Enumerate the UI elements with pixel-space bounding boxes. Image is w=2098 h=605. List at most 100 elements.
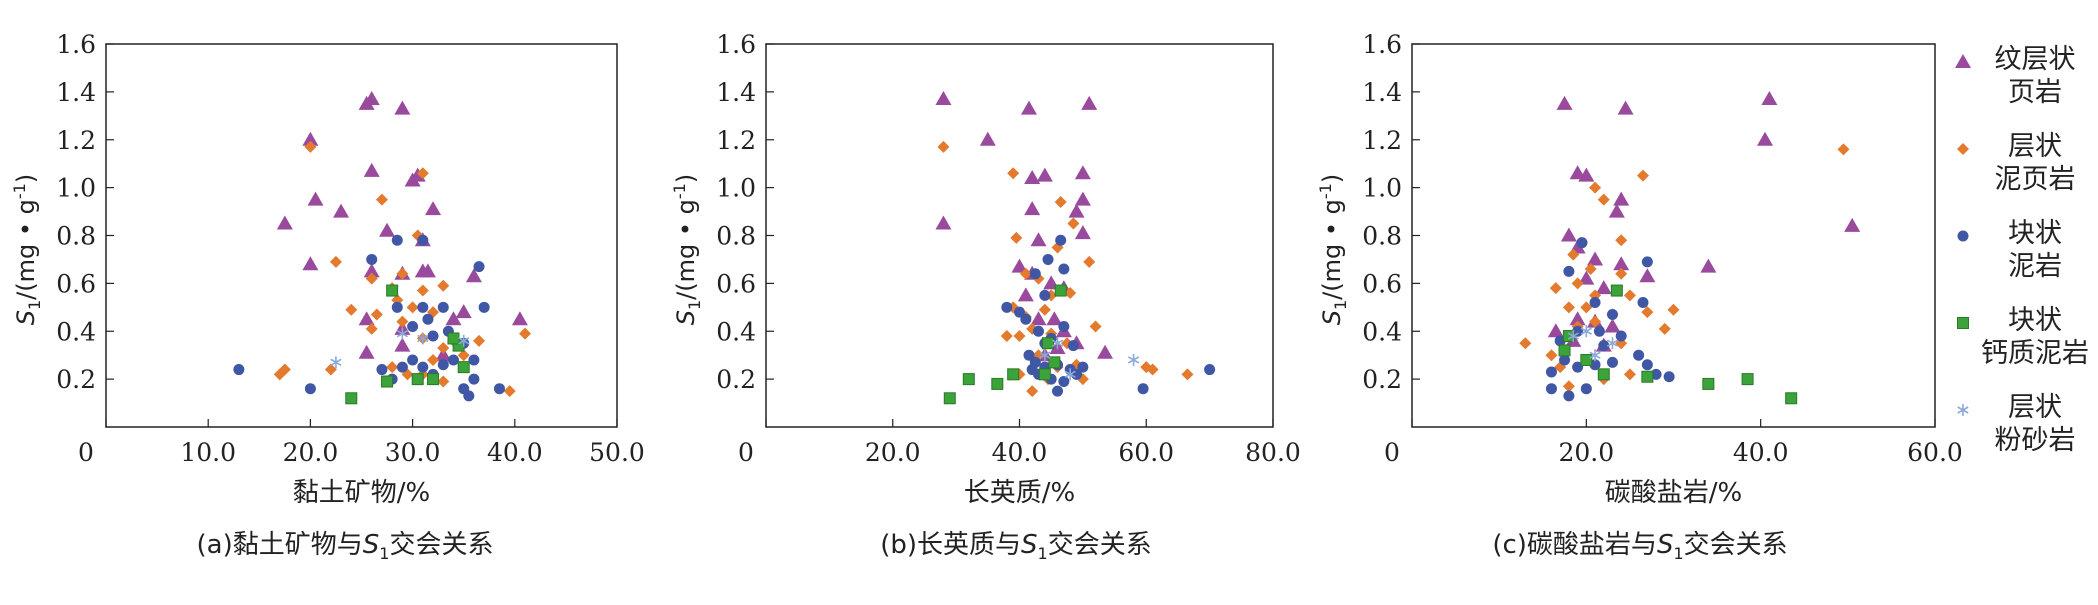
data-point	[396, 327, 408, 340]
data-point	[1046, 311, 1063, 326]
data-point	[1598, 340, 1610, 352]
y-tick-label: 0.2	[56, 365, 96, 394]
data-point	[468, 373, 480, 385]
data-point	[1606, 337, 1619, 350]
data-point	[1615, 330, 1627, 342]
y-tick-label: 1.4	[716, 78, 756, 107]
data-point	[1702, 377, 1715, 390]
data-point	[447, 354, 459, 366]
data-point	[406, 301, 419, 314]
data-point	[1741, 373, 1754, 386]
data-point	[1636, 169, 1649, 182]
data-point	[1641, 306, 1654, 319]
data-point	[1595, 280, 1612, 295]
panel-caption: (b)长英质与S1交会关系	[880, 530, 1152, 563]
data-point	[1844, 217, 1861, 232]
data-point	[1623, 289, 1636, 302]
data-point	[391, 234, 403, 246]
data-point	[1597, 368, 1610, 381]
y-tick-label: 1.2	[56, 126, 96, 155]
data-point	[935, 91, 952, 106]
data-point	[302, 131, 319, 146]
data-point	[1007, 368, 1020, 381]
data-point	[358, 344, 375, 359]
data-point	[1030, 232, 1047, 247]
data-point	[416, 167, 429, 180]
data-point	[1013, 330, 1026, 343]
x-tick-label: 50.0	[589, 438, 645, 467]
data-point	[1048, 356, 1061, 369]
data-point	[458, 334, 470, 347]
data-point	[1204, 364, 1216, 376]
data-point	[473, 261, 485, 273]
data-point	[1077, 361, 1089, 373]
data-point	[427, 373, 440, 386]
data-point	[1068, 203, 1085, 218]
data-point	[370, 308, 383, 321]
data-point	[1023, 349, 1035, 361]
y-tick-label: 1.0	[1362, 174, 1402, 203]
x-tick-label: 0	[78, 438, 94, 467]
x-tick-label: 30.0	[385, 438, 441, 467]
data-point	[1589, 297, 1601, 309]
y-tick-label: 1.4	[1362, 78, 1402, 107]
data-point	[962, 373, 975, 386]
data-point	[1019, 267, 1032, 280]
data-point	[1074, 225, 1091, 240]
x-tick-label: 60.0	[1907, 438, 1963, 467]
data-point	[437, 359, 449, 371]
legend-label: 泥页岩	[1995, 164, 2076, 195]
data-point	[493, 383, 505, 395]
x-tick-label: 10.0	[180, 438, 236, 467]
data-point	[307, 191, 324, 206]
data-point	[437, 375, 450, 388]
data-point	[365, 322, 378, 335]
data-point	[427, 330, 439, 342]
data-point	[391, 301, 403, 313]
y-tick-label: 1.6	[716, 30, 756, 59]
chart-panel-b: 0.2 0.4 0.6 0.8 1.0 1.2 1.4 1.6 0 20.0 40.0 60.0 80.…	[670, 30, 1301, 563]
data-point	[324, 363, 337, 376]
data-point	[1181, 368, 1194, 381]
data-point	[1580, 301, 1593, 314]
data-point	[1578, 167, 1595, 182]
y-axis-label: S1/(mg • g-1)	[10, 174, 44, 325]
y-tick-label: 0.8	[716, 222, 756, 251]
data-point	[1051, 337, 1064, 350]
data-point	[376, 364, 388, 376]
data-point	[386, 284, 399, 297]
data-point	[365, 272, 378, 285]
data-point	[1021, 100, 1038, 115]
data-point	[1039, 349, 1051, 362]
data-point	[1658, 322, 1671, 335]
data-point	[1667, 303, 1680, 316]
data-point	[1519, 337, 1532, 350]
y-tick-label: 1.4	[56, 78, 96, 107]
data-point	[425, 201, 442, 216]
data-point	[503, 385, 516, 398]
data-point	[1026, 385, 1039, 398]
data-point	[1663, 371, 1675, 383]
data-points	[935, 91, 1216, 405]
y-tick-label: 0.4	[56, 317, 96, 346]
x-tick-label: 40.0	[487, 438, 543, 467]
x-tick-label: 40.0	[992, 438, 1048, 467]
data-point	[1014, 306, 1025, 318]
data-point	[404, 172, 421, 187]
data-point	[1597, 193, 1610, 206]
y-axis-label: S1/(mg • g-1)	[670, 174, 704, 325]
data-point	[381, 375, 394, 388]
chart-panel-a: 0.2 0.4 0.6 0.8 1.0 1.2 1.4 1.6 0 10.0 20.0 30.0 40.…	[10, 30, 645, 563]
data-point	[407, 354, 419, 366]
data-point	[1074, 191, 1091, 206]
data-points	[233, 91, 532, 405]
data-point	[1052, 385, 1064, 397]
data-point	[1761, 91, 1778, 106]
y-tick-label: 0.6	[716, 269, 756, 298]
data-point	[1058, 320, 1070, 332]
data-point	[375, 193, 388, 206]
data-point	[435, 347, 452, 362]
data-point	[1613, 256, 1630, 271]
data-point	[1837, 143, 1850, 156]
data-point	[1058, 263, 1070, 275]
